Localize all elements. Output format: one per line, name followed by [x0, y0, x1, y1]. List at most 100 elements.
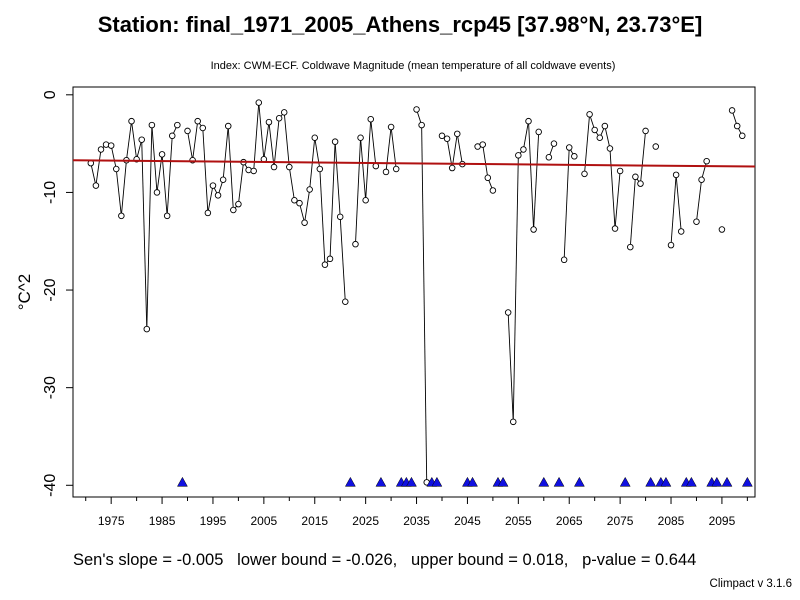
x-tick-label: 2065	[556, 514, 583, 528]
data-point	[387, 123, 395, 131]
missing-value-marker	[375, 476, 387, 487]
y-tick-label: -40	[42, 474, 59, 497]
data-point	[637, 180, 644, 187]
series-line-segment	[609, 148, 616, 229]
data-point	[128, 117, 135, 125]
missing-value-marker	[497, 476, 509, 487]
data-point	[739, 132, 746, 140]
data-point	[199, 124, 207, 132]
series-line-segment	[268, 122, 275, 168]
data-point	[301, 219, 308, 226]
lower-bound: lower bound = -0.026,	[237, 551, 398, 569]
missing-value-marker	[573, 476, 585, 487]
series-line-segment	[640, 130, 647, 184]
x-tick-label: 2055	[505, 514, 532, 528]
data-point	[596, 134, 604, 142]
series-line-segment	[304, 189, 311, 223]
data-point	[357, 134, 364, 142]
data-point	[194, 117, 201, 125]
data-point	[632, 173, 639, 181]
series-line-segment	[299, 203, 306, 223]
data-point	[535, 128, 542, 136]
plot-layer: 1975 1985 1995 2005 2015 2025 2035 2045 2055 2065…	[15, 86, 756, 528]
series-line-segment	[385, 126, 392, 172]
x-tick-label: 1975	[98, 514, 125, 528]
missing-value-marker	[344, 476, 356, 487]
data-point	[168, 132, 176, 140]
data-point	[515, 152, 522, 159]
data-point	[209, 182, 217, 189]
data-point	[525, 117, 532, 125]
data-point	[92, 182, 100, 189]
series-line-segment	[675, 174, 682, 232]
data-point	[367, 115, 374, 123]
data-point	[235, 200, 242, 208]
data-point	[306, 186, 313, 193]
data-point	[138, 136, 145, 143]
missing-value-marker	[741, 476, 753, 487]
data-point	[677, 228, 685, 235]
data-point	[484, 174, 492, 182]
series-line-segment	[355, 137, 362, 245]
series-line-segment	[533, 131, 540, 230]
data-point	[418, 121, 425, 129]
series-line-segment	[390, 126, 397, 170]
series-line-segment	[166, 135, 173, 216]
series-line-segment	[319, 168, 326, 265]
data-point	[174, 121, 181, 129]
data-point	[392, 165, 400, 173]
series-line-segment	[451, 133, 458, 169]
data-point	[316, 165, 324, 173]
data-point	[545, 154, 553, 161]
data-point	[504, 309, 512, 316]
series-line-segment	[187, 130, 194, 161]
y-tick-label: -30	[42, 376, 59, 399]
series-line-segment	[604, 125, 611, 149]
data-point	[291, 196, 298, 204]
x-tick-label: 2045	[454, 514, 481, 528]
missing-value-marker	[685, 476, 697, 487]
data-point	[667, 241, 675, 249]
version-label: Climpact v 3.1.6	[709, 578, 792, 590]
trend-line	[72, 159, 756, 168]
data-point	[163, 212, 171, 220]
data-point	[321, 261, 329, 268]
series-line-segment	[507, 312, 514, 422]
missing-value-marker	[431, 476, 443, 487]
data-point	[443, 135, 451, 142]
series-line-segment	[237, 162, 244, 205]
y-tick-label: 0	[42, 90, 59, 99]
data-point	[113, 165, 120, 173]
data-point	[214, 192, 222, 199]
series-line-segment	[273, 118, 280, 168]
data-point	[616, 167, 624, 175]
data-point	[250, 167, 257, 175]
x-tick-label: 2025	[352, 514, 379, 528]
data-point	[550, 140, 558, 147]
data-point	[382, 168, 390, 176]
series-line-segment	[614, 170, 621, 229]
y-axis-label: °C^2	[15, 274, 34, 311]
series-line-segment	[110, 145, 117, 170]
series-line-segment	[528, 121, 535, 230]
series-line-segment	[131, 121, 138, 160]
data-point	[102, 141, 110, 148]
data-point	[581, 170, 588, 178]
series-line-segment	[334, 141, 341, 217]
data-point	[413, 106, 420, 113]
data-point	[454, 130, 461, 138]
data-point	[219, 176, 227, 183]
series-line-segment	[151, 125, 158, 193]
x-tick-label: 2005	[251, 514, 278, 528]
data-point	[733, 122, 741, 130]
series-line-segment	[192, 121, 199, 161]
series-line-segment	[512, 155, 519, 422]
data-point	[97, 146, 105, 153]
data-point	[255, 99, 263, 106]
series-line-segment	[670, 174, 677, 246]
data-point	[362, 196, 369, 204]
series-line-segment	[207, 185, 214, 214]
missing-value-marker	[645, 476, 657, 487]
data-point	[148, 121, 156, 129]
